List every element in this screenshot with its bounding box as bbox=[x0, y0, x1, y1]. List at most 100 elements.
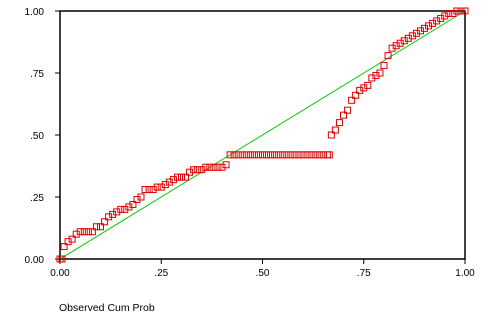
data-point bbox=[161, 181, 169, 189]
data-point bbox=[145, 186, 153, 194]
y-tick-label: .75 bbox=[30, 69, 44, 80]
data-point bbox=[433, 17, 441, 25]
data-point bbox=[283, 151, 291, 159]
data-point bbox=[153, 183, 161, 191]
data-point bbox=[173, 173, 181, 181]
data-point bbox=[80, 228, 88, 236]
data-point bbox=[182, 173, 190, 181]
data-point bbox=[340, 111, 347, 119]
data-point bbox=[68, 235, 76, 243]
data-point bbox=[210, 163, 218, 171]
data-point bbox=[263, 151, 271, 159]
data-point bbox=[58, 255, 66, 263]
data-point bbox=[287, 151, 295, 159]
data-point bbox=[380, 62, 388, 70]
data-point bbox=[303, 151, 311, 159]
data-point bbox=[408, 32, 416, 40]
data-point bbox=[97, 223, 104, 231]
data-point bbox=[441, 12, 449, 20]
data-point bbox=[88, 228, 96, 236]
data-point bbox=[356, 86, 364, 94]
data-point bbox=[84, 228, 92, 236]
data-point bbox=[214, 163, 222, 171]
data-point bbox=[125, 203, 133, 211]
data-point bbox=[327, 131, 335, 139]
data-point bbox=[348, 96, 356, 104]
data-point bbox=[178, 173, 185, 181]
data-points bbox=[56, 7, 469, 263]
data-point bbox=[412, 29, 420, 37]
data-point bbox=[449, 9, 457, 17]
data-point bbox=[315, 151, 323, 159]
data-point bbox=[416, 27, 424, 35]
data-point bbox=[113, 208, 121, 216]
data-point bbox=[259, 151, 266, 159]
data-point bbox=[307, 151, 315, 159]
data-point bbox=[230, 151, 238, 159]
data-point bbox=[275, 151, 283, 159]
y-axis: 0.00 .25 .50 .75 1.00 bbox=[25, 7, 60, 266]
data-point bbox=[404, 34, 412, 42]
data-point bbox=[279, 151, 287, 159]
data-point bbox=[222, 161, 230, 169]
data-point bbox=[457, 7, 465, 15]
data-point bbox=[291, 151, 299, 159]
data-point bbox=[226, 151, 234, 159]
data-point bbox=[149, 186, 157, 194]
data-point bbox=[335, 119, 343, 127]
data-point bbox=[344, 106, 352, 114]
data-point bbox=[254, 151, 262, 159]
x-tick-label: 0.00 bbox=[50, 268, 70, 279]
data-point bbox=[360, 84, 368, 92]
data-point bbox=[396, 39, 404, 47]
y-tick-label: .50 bbox=[30, 131, 44, 142]
data-point bbox=[445, 9, 453, 17]
data-point bbox=[117, 205, 125, 213]
data-point bbox=[325, 151, 333, 159]
data-point bbox=[129, 200, 137, 208]
data-point bbox=[437, 14, 445, 22]
data-point bbox=[198, 166, 206, 174]
data-point bbox=[421, 24, 428, 32]
data-point bbox=[271, 151, 279, 159]
x-tick-label: .25 bbox=[154, 268, 168, 279]
reference-diagonal-line bbox=[59, 10, 466, 260]
data-point bbox=[121, 205, 129, 213]
data-point bbox=[194, 166, 202, 174]
data-point bbox=[250, 151, 258, 159]
data-point bbox=[109, 210, 117, 218]
x-axis: 0.00 .25 .50 .75 1.00 bbox=[50, 259, 475, 279]
data-point bbox=[267, 151, 275, 159]
data-point bbox=[202, 163, 210, 171]
data-point bbox=[376, 69, 384, 77]
data-point bbox=[368, 74, 376, 82]
data-point bbox=[157, 183, 165, 191]
x-tick-label: 1.00 bbox=[455, 268, 475, 279]
y-tick-label: .25 bbox=[30, 193, 44, 204]
y-tick-label: 0.00 bbox=[25, 255, 45, 266]
x-axis-title: Observed Cum Prob bbox=[59, 302, 155, 314]
data-point bbox=[392, 42, 400, 50]
data-point bbox=[425, 22, 433, 30]
data-point bbox=[384, 52, 392, 60]
data-point bbox=[76, 228, 84, 236]
data-point bbox=[364, 81, 372, 89]
data-point bbox=[92, 223, 100, 231]
data-point bbox=[429, 19, 437, 27]
data-point bbox=[453, 7, 461, 15]
data-point bbox=[311, 151, 319, 159]
data-point bbox=[372, 71, 380, 79]
data-point bbox=[133, 195, 141, 203]
data-point bbox=[64, 238, 72, 246]
data-point bbox=[331, 126, 339, 134]
data-point bbox=[299, 151, 307, 159]
data-point bbox=[206, 163, 214, 171]
data-point bbox=[169, 176, 177, 184]
x-tick-label: .75 bbox=[357, 268, 371, 279]
data-point bbox=[137, 193, 145, 201]
data-point bbox=[186, 168, 194, 176]
data-point bbox=[234, 151, 242, 159]
data-point bbox=[218, 163, 226, 171]
data-point bbox=[461, 7, 469, 15]
data-point bbox=[388, 44, 396, 52]
